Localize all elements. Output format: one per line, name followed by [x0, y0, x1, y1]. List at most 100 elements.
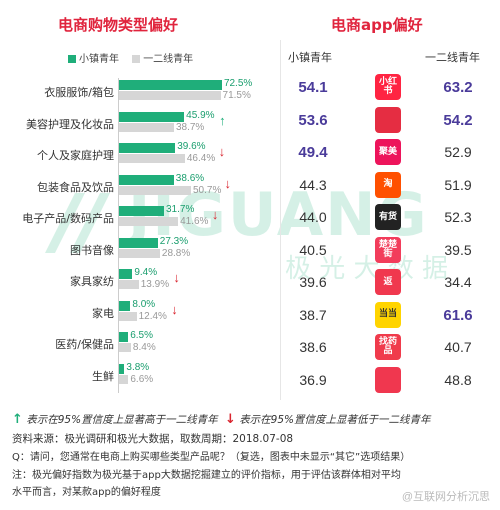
legend-tier12: 一二线青年: [143, 54, 194, 65]
bar-tier12: [119, 91, 221, 100]
up-arrow-icon: ↑: [12, 412, 23, 427]
shell-icon: [375, 106, 401, 133]
weibo-watermark: @互联网分析沉思: [401, 491, 490, 503]
footnote-note1: 注：极光偏好指数为极光基于app大数据挖掘建立的评价指标，用于评估该群体相对平均: [12, 470, 401, 481]
taobao-icon: 淘: [375, 171, 401, 198]
bar-small-town: [119, 111, 185, 122]
app-index-tier12: 54.2: [443, 111, 473, 129]
significance-down-arrow-icon: ↓: [211, 207, 219, 222]
app-index-small-town: 44.3: [299, 176, 327, 193]
value-label-tier12: 28.8%: [161, 247, 191, 259]
app-index-small-town: 40.5: [299, 241, 327, 258]
legend: 小镇青年 一二线青年: [68, 50, 193, 65]
bar-chart: 衣服服饰/箱包 72.5% 71.5% 美容护理及化妆品 45.9% 38.7% ↑ 个人及家…: [0, 78, 270, 398]
app-index-small-town: 38.7: [299, 306, 327, 323]
value-label-tier12: 8.4%: [132, 342, 156, 353]
value-label-small-town: 8.0%: [132, 298, 156, 310]
bar-tier12: [119, 185, 191, 195]
significance-down-arrow-icon: ↓: [173, 270, 180, 285]
category-label: 家电: [92, 306, 114, 320]
zhaoyaoping-icon: 找药品: [375, 334, 401, 360]
bar-tier12: [119, 217, 179, 226]
watermark-cn: 极 光 大 数 据: [285, 254, 449, 284]
footnote-question: Q：请问，您通常在电商上购买哪些类型产品呢？（复选，图表中未显示“其它”选项结果…: [12, 452, 411, 463]
value-label-tier12: 71.5%: [222, 90, 251, 101]
value-label-small-town: 38.6%: [175, 172, 205, 184]
value-label-tier12: 50.7%: [192, 184, 222, 196]
category-label: 电子产品/数码产品: [22, 212, 114, 225]
dangdang-icon: 当当: [375, 301, 401, 328]
footnote-up-text: 表示在95%置信度上显著高于一二线青年: [26, 414, 218, 426]
app-index-small-town: 38.6: [299, 339, 327, 355]
app-index-small-town: 49.4: [298, 144, 328, 161]
significance-up-arrow-icon: ↑: [219, 112, 226, 128]
app-index-small-town: 53.6: [298, 111, 328, 129]
section-divider: [280, 40, 281, 400]
bar-tier12: [119, 280, 139, 289]
footnote-source: 资料来源：极光调研和极光大数据，取数周期：2018.07-08: [12, 433, 294, 445]
jumei-icon: 聚美: [375, 139, 401, 165]
bar-small-town: [119, 237, 158, 248]
category-label: 美容护理及化妆品: [26, 117, 114, 131]
footnote-up: ↑ 表示在95%置信度上显著高于一二线青年 ↓ 表示在95%置信度上显著低于一二…: [12, 412, 431, 427]
bar-small-town: [119, 300, 131, 311]
app-index-tier12: 61.6: [443, 306, 473, 324]
value-label-tier12: 12.4%: [138, 310, 167, 322]
category-label: 个人及家庭护理: [37, 149, 114, 162]
bar-tier12: [119, 374, 129, 384]
value-label-tier12: 46.4%: [186, 153, 216, 164]
app-index-small-town: 39.6: [299, 274, 327, 290]
value-label-small-town: 27.3%: [159, 235, 189, 247]
significance-down-arrow-icon: ↓: [224, 175, 232, 191]
xiaohongshu-icon: 小红书: [375, 74, 401, 100]
bar-small-town: [119, 332, 129, 342]
category-label: 衣服服饰/箱包: [44, 86, 114, 99]
significance-down-arrow-icon: ↓: [171, 301, 178, 317]
fan-icon: 返: [375, 269, 401, 295]
value-label-small-town: 3.8%: [126, 361, 150, 373]
bar-tier12: [119, 311, 137, 321]
app-index-tier12: 63.2: [443, 79, 473, 96]
app-index-small-town: 54.1: [298, 79, 328, 96]
footnote-note2: 水平而言，对某款app的偏好程度: [12, 487, 161, 498]
app-index-small-town: 36.9: [299, 371, 327, 388]
app-index-tier12: 48.8: [444, 371, 472, 388]
category-label: 家具家纺: [70, 275, 114, 288]
bar-small-town: [119, 80, 222, 90]
value-label-tier12: 41.6%: [180, 216, 209, 227]
app-index-tier12: 52.9: [444, 144, 472, 160]
app-index-tier12: 40.7: [444, 339, 472, 355]
app-table: 54.1 小红书 63.2 53.6 54.2 49.4 聚美 52.9 44.3 淘 51.9 44…: [280, 74, 500, 404]
app-index-tier12: 52.3: [444, 209, 472, 225]
bar-small-town: [119, 206, 164, 216]
legend-swatch-small-town: [68, 55, 76, 63]
legend-swatch-tier12: [132, 55, 141, 63]
value-label-tier12: 13.9%: [140, 279, 170, 290]
footnote-down-text: 表示在95%置信度上显著低于一二线青年: [239, 414, 431, 426]
col-header-tier12: 一二线青年: [425, 51, 480, 64]
yohuo-icon: 有货: [375, 204, 401, 230]
bar-tier12: [119, 154, 185, 163]
value-label-small-town: 6.5%: [130, 330, 154, 341]
value-label-small-town: 45.9%: [186, 109, 215, 121]
app-index-small-town: 44.0: [299, 209, 327, 225]
app-index-tier12: 39.5: [444, 241, 472, 258]
value-label-small-town: 72.5%: [223, 78, 253, 89]
bar-small-town: [119, 269, 133, 279]
bar-tier12: [119, 343, 131, 352]
value-label-tier12: 6.6%: [130, 373, 154, 385]
bar-tier12: [119, 122, 174, 132]
category-label: 生鲜: [92, 369, 114, 383]
jiguang-logo-mark: [45, 193, 110, 253]
right-title: 电商app偏好: [331, 16, 423, 34]
significance-down-arrow-icon: ↓: [218, 144, 226, 159]
chuchujie-icon: 楚楚街: [375, 236, 401, 263]
left-title: 电商购物类型偏好: [58, 16, 179, 34]
col-header-small-town: 小镇青年: [288, 51, 332, 64]
app-index-tier12: 51.9: [444, 176, 472, 193]
category-label: 医药/保健品: [55, 338, 114, 351]
bar-small-town: [119, 143, 176, 153]
bar-tier12: [119, 248, 160, 258]
value-label-small-town: 9.4%: [134, 267, 158, 278]
app-index-tier12: 34.4: [444, 274, 472, 290]
